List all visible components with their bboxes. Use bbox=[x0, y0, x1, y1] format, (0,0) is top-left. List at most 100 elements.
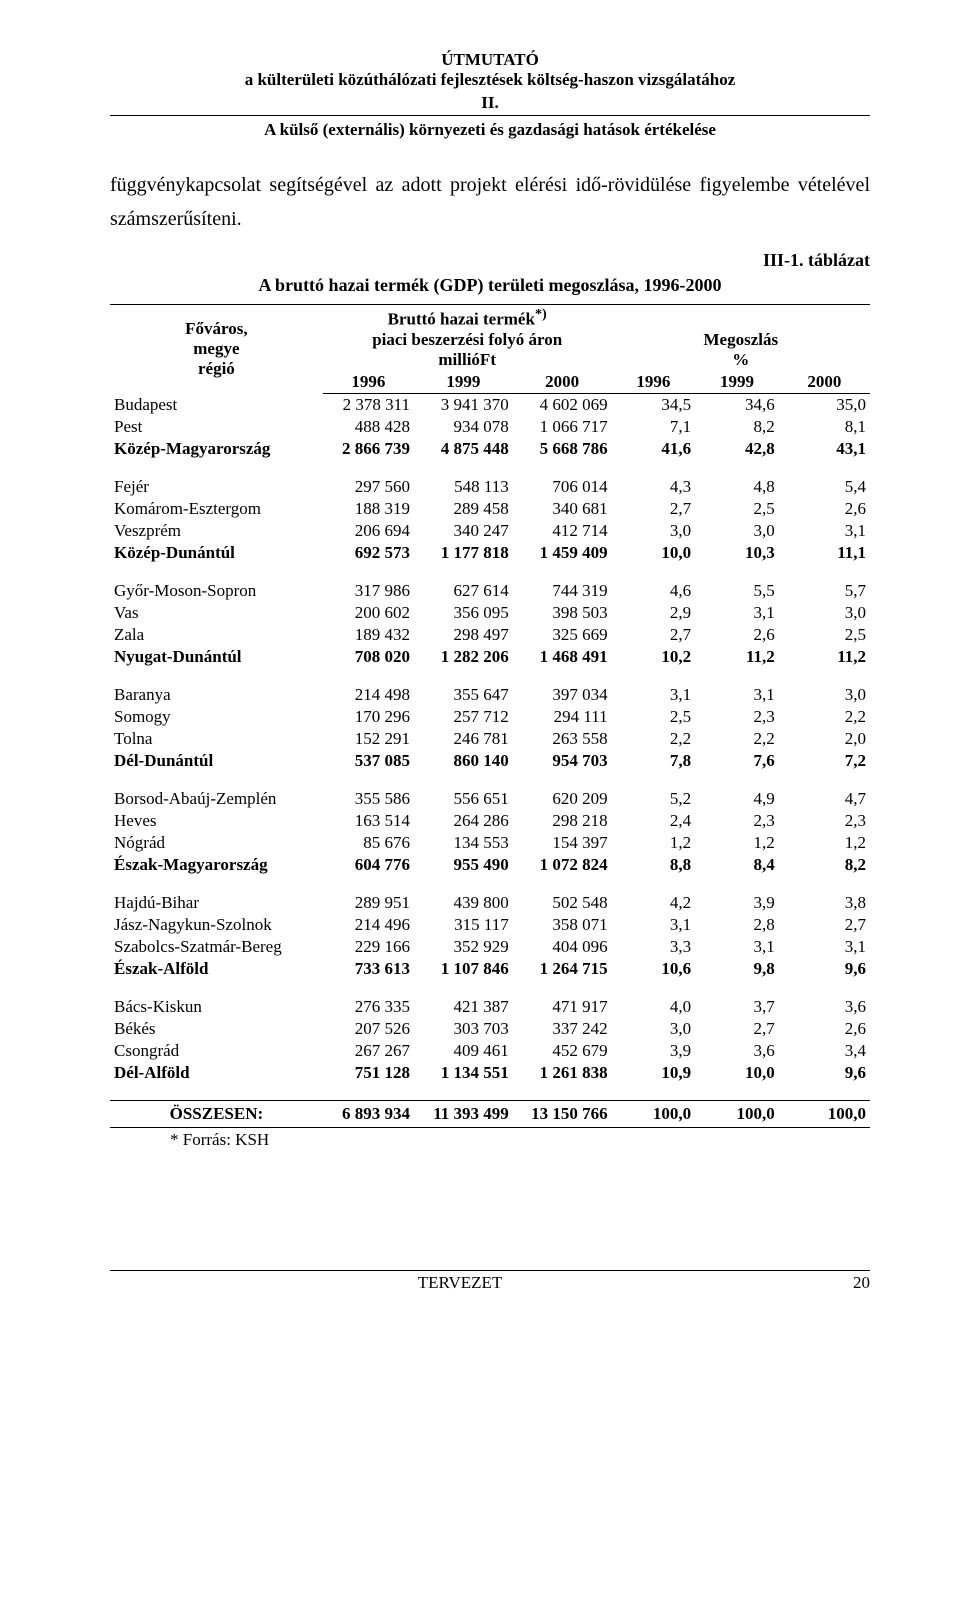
body-paragraph: függvénykapcsolat segítségével az adott … bbox=[110, 168, 870, 236]
cell-value: 2,2 bbox=[612, 728, 696, 750]
cell-value: 3,1 bbox=[695, 684, 779, 706]
cell-value: 10,0 bbox=[612, 542, 696, 564]
cell-value: 10,0 bbox=[695, 1062, 779, 1084]
cell-value: 2,0 bbox=[779, 728, 870, 750]
cell-value: 358 071 bbox=[513, 914, 612, 936]
cell-name: Baranya bbox=[110, 684, 323, 706]
cell-value: 340 247 bbox=[414, 520, 513, 542]
cell-value: 5 668 786 bbox=[513, 438, 612, 460]
cell-value: 2 866 739 bbox=[323, 438, 414, 460]
cell-value: 5,5 bbox=[695, 580, 779, 602]
cell-value: 100,0 bbox=[695, 1100, 779, 1127]
cell-value: 355 647 bbox=[414, 684, 513, 706]
cell-value: 6 893 934 bbox=[323, 1100, 414, 1127]
cell-value: 3,4 bbox=[779, 1040, 870, 1062]
cell-value: 42,8 bbox=[695, 438, 779, 460]
cell-name: Somogy bbox=[110, 706, 323, 728]
cell-name: ÖSSZESEN: bbox=[110, 1100, 323, 1127]
cell-value: 267 267 bbox=[323, 1040, 414, 1062]
cell-value: 397 034 bbox=[513, 684, 612, 706]
cell-value: 4,0 bbox=[612, 996, 696, 1018]
cell-value: 34,5 bbox=[612, 393, 696, 416]
cell-value: 170 296 bbox=[323, 706, 414, 728]
cell-value: 340 681 bbox=[513, 498, 612, 520]
cell-value: 627 614 bbox=[414, 580, 513, 602]
cell-value: 5,2 bbox=[612, 788, 696, 810]
table-row: Fejér297 560548 113706 0144,34,85,4 bbox=[110, 476, 870, 498]
table-row: Zala189 432298 497325 6692,72,62,5 bbox=[110, 624, 870, 646]
cell-value: 134 553 bbox=[414, 832, 513, 854]
cell-value: 3 941 370 bbox=[414, 393, 513, 416]
cell-name: Szabolcs-Szatmár-Bereg bbox=[110, 936, 323, 958]
table-row: Heves163 514264 286298 2182,42,32,3 bbox=[110, 810, 870, 832]
cell-value: 9,8 bbox=[695, 958, 779, 980]
cell-value: 200 602 bbox=[323, 602, 414, 624]
cell-value: 537 085 bbox=[323, 750, 414, 772]
cell-name: Békés bbox=[110, 1018, 323, 1040]
cell-value: 692 573 bbox=[323, 542, 414, 564]
header-line1: ÚTMUTATÓ bbox=[110, 50, 870, 70]
cell-name: Jász-Nagykun-Szolnok bbox=[110, 914, 323, 936]
cell-value: 1 072 824 bbox=[513, 854, 612, 876]
cell-value: 3,0 bbox=[612, 1018, 696, 1040]
cell-value: 3,8 bbox=[779, 892, 870, 914]
cell-value: 3,1 bbox=[695, 602, 779, 624]
table-row: Budapest2 378 3113 941 3704 602 06934,53… bbox=[110, 393, 870, 416]
cell-name: Borsod-Abaúj-Zemplén bbox=[110, 788, 323, 810]
table-row: Komárom-Esztergom188 319289 458340 6812,… bbox=[110, 498, 870, 520]
table-row: Közép-Dunántúl692 5731 177 8181 459 4091… bbox=[110, 542, 870, 564]
cell-value: 3,1 bbox=[779, 520, 870, 542]
gdp-table: Főváros, megye régió Bruttó hazai termék… bbox=[110, 304, 870, 1128]
cell-value: 954 703 bbox=[513, 750, 612, 772]
table-row: Dél-Alföld751 1281 134 5511 261 83810,91… bbox=[110, 1062, 870, 1084]
cell-value: 7,2 bbox=[779, 750, 870, 772]
cell-name: Győr-Moson-Sopron bbox=[110, 580, 323, 602]
cell-value: 276 335 bbox=[323, 996, 414, 1018]
footer-page-number: 20 bbox=[810, 1273, 870, 1293]
cell-name: Nyugat-Dunántúl bbox=[110, 646, 323, 668]
cell-value: 264 286 bbox=[414, 810, 513, 832]
cell-value: 8,1 bbox=[779, 416, 870, 438]
table-head: Főváros, megye régió Bruttó hazai termék… bbox=[110, 305, 870, 394]
cell-value: 744 319 bbox=[513, 580, 612, 602]
cell-value: 2,8 bbox=[695, 914, 779, 936]
cell-value: 4,2 bbox=[612, 892, 696, 914]
cell-value: 955 490 bbox=[414, 854, 513, 876]
cell-value: 604 776 bbox=[323, 854, 414, 876]
spacer-row bbox=[110, 1084, 870, 1101]
cell-value: 2,5 bbox=[612, 706, 696, 728]
cell-value: 2,7 bbox=[612, 624, 696, 646]
cell-value: 11 393 499 bbox=[414, 1100, 513, 1127]
cell-value: 4,3 bbox=[612, 476, 696, 498]
cell-value: 751 128 bbox=[323, 1062, 414, 1084]
cell-value: 34,6 bbox=[695, 393, 779, 416]
cell-name: Tolna bbox=[110, 728, 323, 750]
cell-name: Dél-Dunántúl bbox=[110, 750, 323, 772]
cell-value: 4 602 069 bbox=[513, 393, 612, 416]
cell-value: 11,2 bbox=[695, 646, 779, 668]
cell-value: 860 140 bbox=[414, 750, 513, 772]
cell-value: 163 514 bbox=[323, 810, 414, 832]
cell-value: 398 503 bbox=[513, 602, 612, 624]
cell-value: 3,7 bbox=[695, 996, 779, 1018]
cell-value: 1 134 551 bbox=[414, 1062, 513, 1084]
cell-value: 3,3 bbox=[612, 936, 696, 958]
cell-value: 706 014 bbox=[513, 476, 612, 498]
cell-value: 337 242 bbox=[513, 1018, 612, 1040]
cell-value: 4,7 bbox=[779, 788, 870, 810]
spacer-row bbox=[110, 772, 870, 788]
table-row: Észak-Magyarország604 776955 4901 072 82… bbox=[110, 854, 870, 876]
cell-value: 154 397 bbox=[513, 832, 612, 854]
cell-value: 556 651 bbox=[414, 788, 513, 810]
header-line2: a külterületi közúthálózati fejlesztések… bbox=[110, 70, 870, 90]
cell-name: Vas bbox=[110, 602, 323, 624]
cell-value: 3,9 bbox=[612, 1040, 696, 1062]
cell-name: Zala bbox=[110, 624, 323, 646]
spacer-row bbox=[110, 460, 870, 476]
table-row: Veszprém206 694340 247412 7143,03,03,1 bbox=[110, 520, 870, 542]
table-body: Budapest2 378 3113 941 3704 602 06934,53… bbox=[110, 393, 870, 1127]
table-title: A bruttó hazai termék (GDP) területi meg… bbox=[110, 275, 870, 296]
cell-value: 214 498 bbox=[323, 684, 414, 706]
cell-value: 1,2 bbox=[779, 832, 870, 854]
table-footnote: * Forrás: KSH bbox=[110, 1130, 870, 1150]
